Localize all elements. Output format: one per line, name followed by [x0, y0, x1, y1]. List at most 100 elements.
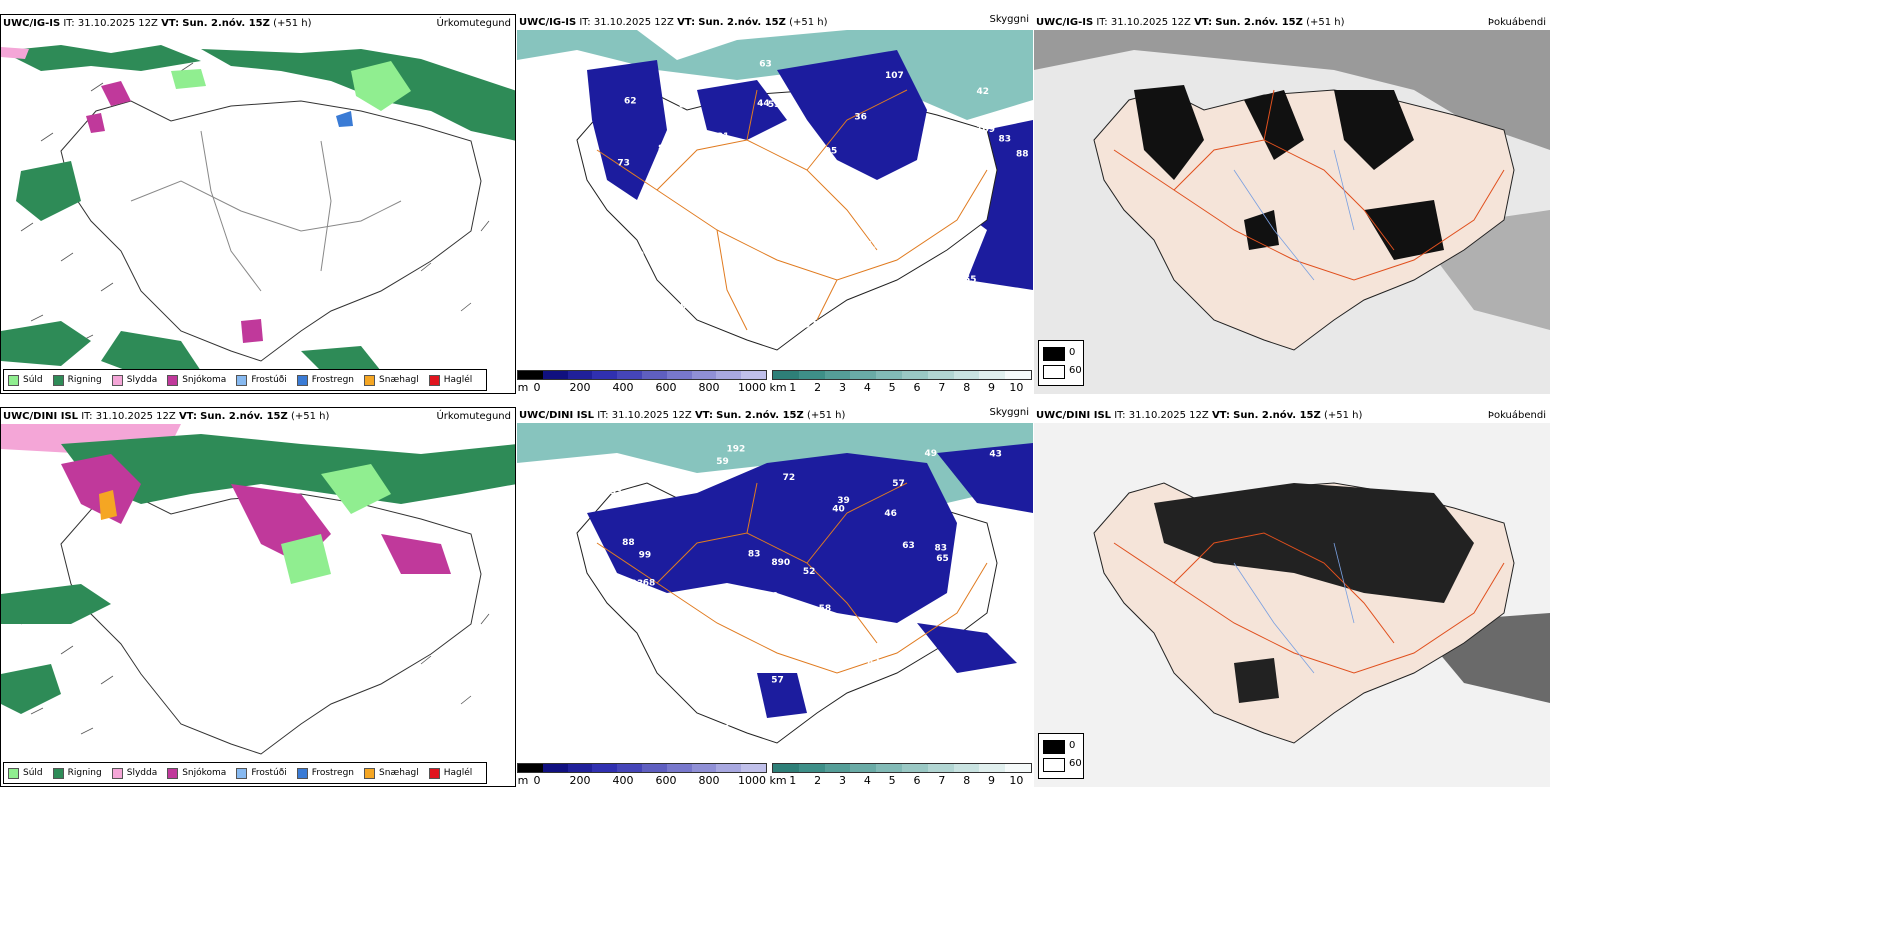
visibility-scale-m: m 0 200 400 600 800 1000 — [517, 370, 767, 394]
legend-swatch — [167, 767, 179, 779]
visibility-value-label: 83 — [999, 135, 1012, 145]
visibility-value-label: 80 — [632, 250, 645, 260]
panel-title: UWC/IG-IS IT: 31.10.2025 12Z VT: Sun. 2.… — [1036, 17, 1345, 28]
visibility-value-label: 37 — [759, 157, 772, 167]
visibility-value-label: 86 — [679, 100, 692, 110]
visibility-value-label: 164 — [824, 719, 843, 729]
scale-tick-label: 7 — [938, 381, 946, 394]
visibility-value-label: 43 — [746, 188, 759, 198]
visibility-scale-km: km 1 2 3 4 5 6 7 8 9 10 — [769, 370, 1032, 394]
scale-unit: m — [517, 381, 529, 394]
legend-label: Snjókoma — [182, 768, 227, 778]
visibility-map[interactable]: 1925756705868534638405253599716410557496… — [517, 423, 1033, 787]
precip-type-map[interactable] — [1, 424, 516, 787]
legend-item: Slydda — [111, 374, 158, 386]
scale-tick-label: 0 — [533, 381, 541, 394]
scale-tick-label: 400 — [612, 381, 634, 394]
legend-item: Frostregn — [296, 374, 354, 386]
visibility-value-label: 83 — [935, 544, 948, 554]
scale-tick-label: 1000 — [738, 381, 766, 394]
fog-legend: 0 60 — [1038, 340, 1084, 386]
legend-item: Haglél — [428, 374, 472, 386]
legend-item: Frostúði — [236, 767, 287, 779]
visibility-value-label: 94 — [678, 632, 691, 642]
fog-index-map[interactable] — [1034, 423, 1550, 787]
panel-variable-label: Úrkomutegund — [436, 18, 511, 29]
legend-swatch — [52, 374, 64, 386]
visibility-value-label: 88 — [1016, 149, 1029, 159]
legend-label: Slydda — [126, 375, 158, 385]
legend-swatch — [111, 374, 123, 386]
legend-swatch — [296, 767, 308, 779]
visibility-value-label: 90 — [680, 302, 693, 312]
precip-type-map[interactable] — [1, 31, 516, 394]
visibility-value-label: 97 — [804, 321, 817, 331]
visibility-value-label: 99 — [639, 550, 652, 560]
panel-title: UWC/DINI ISL IT: 31.10.2025 12Z VT: Sun.… — [1036, 410, 1363, 421]
scale-tick-label: 1 — [789, 774, 797, 787]
visibility-value-label: 62 — [624, 97, 637, 107]
visibility-value-label: 105 — [835, 718, 854, 728]
legend-item: Snjókoma — [167, 767, 227, 779]
visibility-value-label: 114 — [866, 711, 885, 721]
scale-tick-label: 10 — [1009, 381, 1024, 394]
visibility-value-label: 63 — [759, 59, 772, 69]
legend-item: Súld — [8, 374, 43, 386]
scale-tick-label: 3 — [838, 774, 846, 787]
panel-variable-label: Þokuábendi — [1487, 410, 1546, 421]
legend-swatch — [167, 374, 179, 386]
panel-fog-igis: UWC/IG-IS IT: 31.10.2025 12Z VT: Sun. 2.… — [1034, 14, 1550, 394]
scale-tick-label: 5 — [888, 774, 896, 787]
precip-legend: Súld Rigning Slydda Snjókoma Frostúði Frostre… — [3, 762, 488, 784]
legend-swatch — [236, 767, 248, 779]
visibility-value-label: 57 — [892, 479, 905, 489]
visibility-value-label: 54 — [801, 127, 814, 137]
visibility-value-label: 65 — [936, 554, 949, 564]
visibility-value-label: 59 — [818, 165, 831, 175]
visibility-value-label: 38 — [612, 597, 625, 607]
scale-tick-label: 3 — [838, 381, 846, 394]
legend-item: Haglél — [428, 767, 472, 779]
visibility-value-label: 63 — [762, 278, 775, 288]
scale-tick-label: 800 — [698, 381, 720, 394]
legend-item: Frostúði — [236, 374, 287, 386]
visibility-value-label: 88 — [658, 144, 671, 154]
legend-swatch — [364, 374, 376, 386]
legend-item: Rigning — [52, 767, 102, 779]
legend-swatch — [428, 767, 440, 779]
visibility-value-label: 95 — [825, 147, 838, 157]
visibility-value-label: 70 — [766, 592, 779, 602]
visibility-value-label: 46 — [884, 509, 897, 519]
fog-index-map[interactable] — [1034, 30, 1550, 394]
panel-precip-type-igis: UWC/IG-IS IT: 31.10.2025 12Z VT: Sun. 2.… — [0, 14, 516, 394]
visibility-value-label: 40 — [832, 504, 845, 514]
legend-label: Súld — [23, 768, 43, 778]
visibility-value-label: 93 — [631, 579, 644, 589]
visibility-value-label: 56 — [1004, 558, 1017, 568]
visibility-value-label: 168 — [940, 678, 959, 688]
scale-tick-label: 2 — [814, 381, 822, 394]
visibility-value-label: 44 — [757, 99, 770, 109]
visibility-map[interactable]: 5573424336564454808166425595516263889010… — [517, 30, 1033, 394]
visibility-value-label: 109 — [976, 125, 995, 135]
visibility-value-label: 94 — [754, 173, 767, 183]
visibility-value-label: 67 — [629, 693, 642, 703]
panel-title: UWC/IG-IS IT: 31.10.2025 12Z VT: Sun. 2.… — [3, 18, 312, 29]
visibility-value-label: 81 — [717, 132, 730, 142]
scale-tick-label: 8 — [963, 774, 971, 787]
visibility-value-label: 72 — [783, 473, 796, 483]
scale-unit: km — [769, 381, 787, 394]
visibility-value-label: 68 — [643, 579, 656, 589]
scale-tick-label: 600 — [655, 774, 677, 787]
legend-label: Snjókoma — [182, 375, 227, 385]
visibility-value-label: 81 — [617, 652, 630, 662]
panel-title: UWC/IG-IS IT: 31.10.2025 12Z VT: Sun. 2.… — [519, 17, 828, 28]
legend-label: Snæhagl — [379, 768, 419, 778]
visibility-value-label: 37 — [723, 719, 736, 729]
visibility-value-label: 192 — [727, 445, 746, 455]
visibility-value-label: 48 — [750, 692, 763, 702]
legend-swatch — [364, 767, 376, 779]
panel-visibility-dini: UWC/DINI ISL IT: 31.10.2025 12Z VT: Sun.… — [517, 407, 1033, 787]
legend-label: Rigning — [67, 768, 102, 778]
panel-title: UWC/DINI ISL IT: 31.10.2025 12Z VT: Sun.… — [519, 410, 846, 421]
